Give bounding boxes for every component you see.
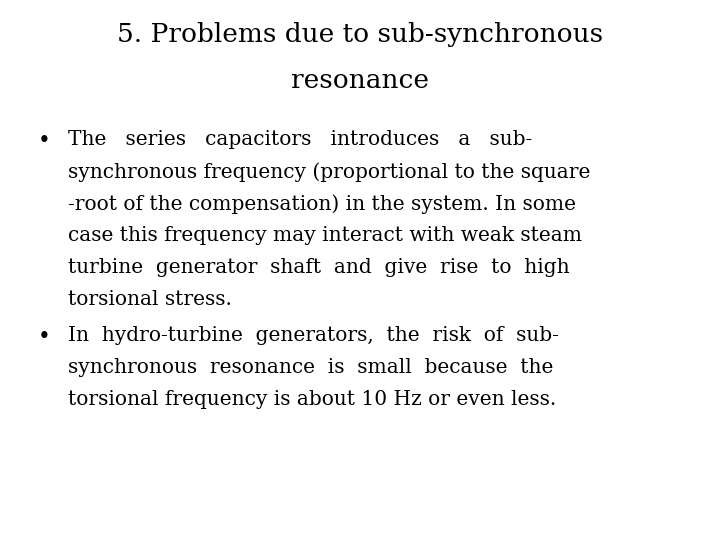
Text: •: • xyxy=(38,130,50,152)
Text: synchronous frequency (proportional to the square: synchronous frequency (proportional to t… xyxy=(68,162,590,181)
Text: resonance: resonance xyxy=(291,68,429,93)
Text: turbine  generator  shaft  and  give  rise  to  high: turbine generator shaft and give rise to… xyxy=(68,258,570,277)
Text: torsional frequency is about 10 Hz or even less.: torsional frequency is about 10 Hz or ev… xyxy=(68,390,557,409)
Text: case this frequency may interact with weak steam: case this frequency may interact with we… xyxy=(68,226,582,245)
Text: 5. Problems due to sub-synchronous: 5. Problems due to sub-synchronous xyxy=(117,22,603,47)
Text: •: • xyxy=(38,326,50,348)
Text: torsional stress.: torsional stress. xyxy=(68,290,232,309)
Text: -root of the compensation) in the system. In some: -root of the compensation) in the system… xyxy=(68,194,576,214)
Text: In  hydro-turbine  generators,  the  risk  of  sub-: In hydro-turbine generators, the risk of… xyxy=(68,326,559,345)
Text: synchronous  resonance  is  small  because  the: synchronous resonance is small because t… xyxy=(68,358,554,377)
Text: The   series   capacitors   introduces   a   sub-: The series capacitors introduces a sub- xyxy=(68,130,532,149)
